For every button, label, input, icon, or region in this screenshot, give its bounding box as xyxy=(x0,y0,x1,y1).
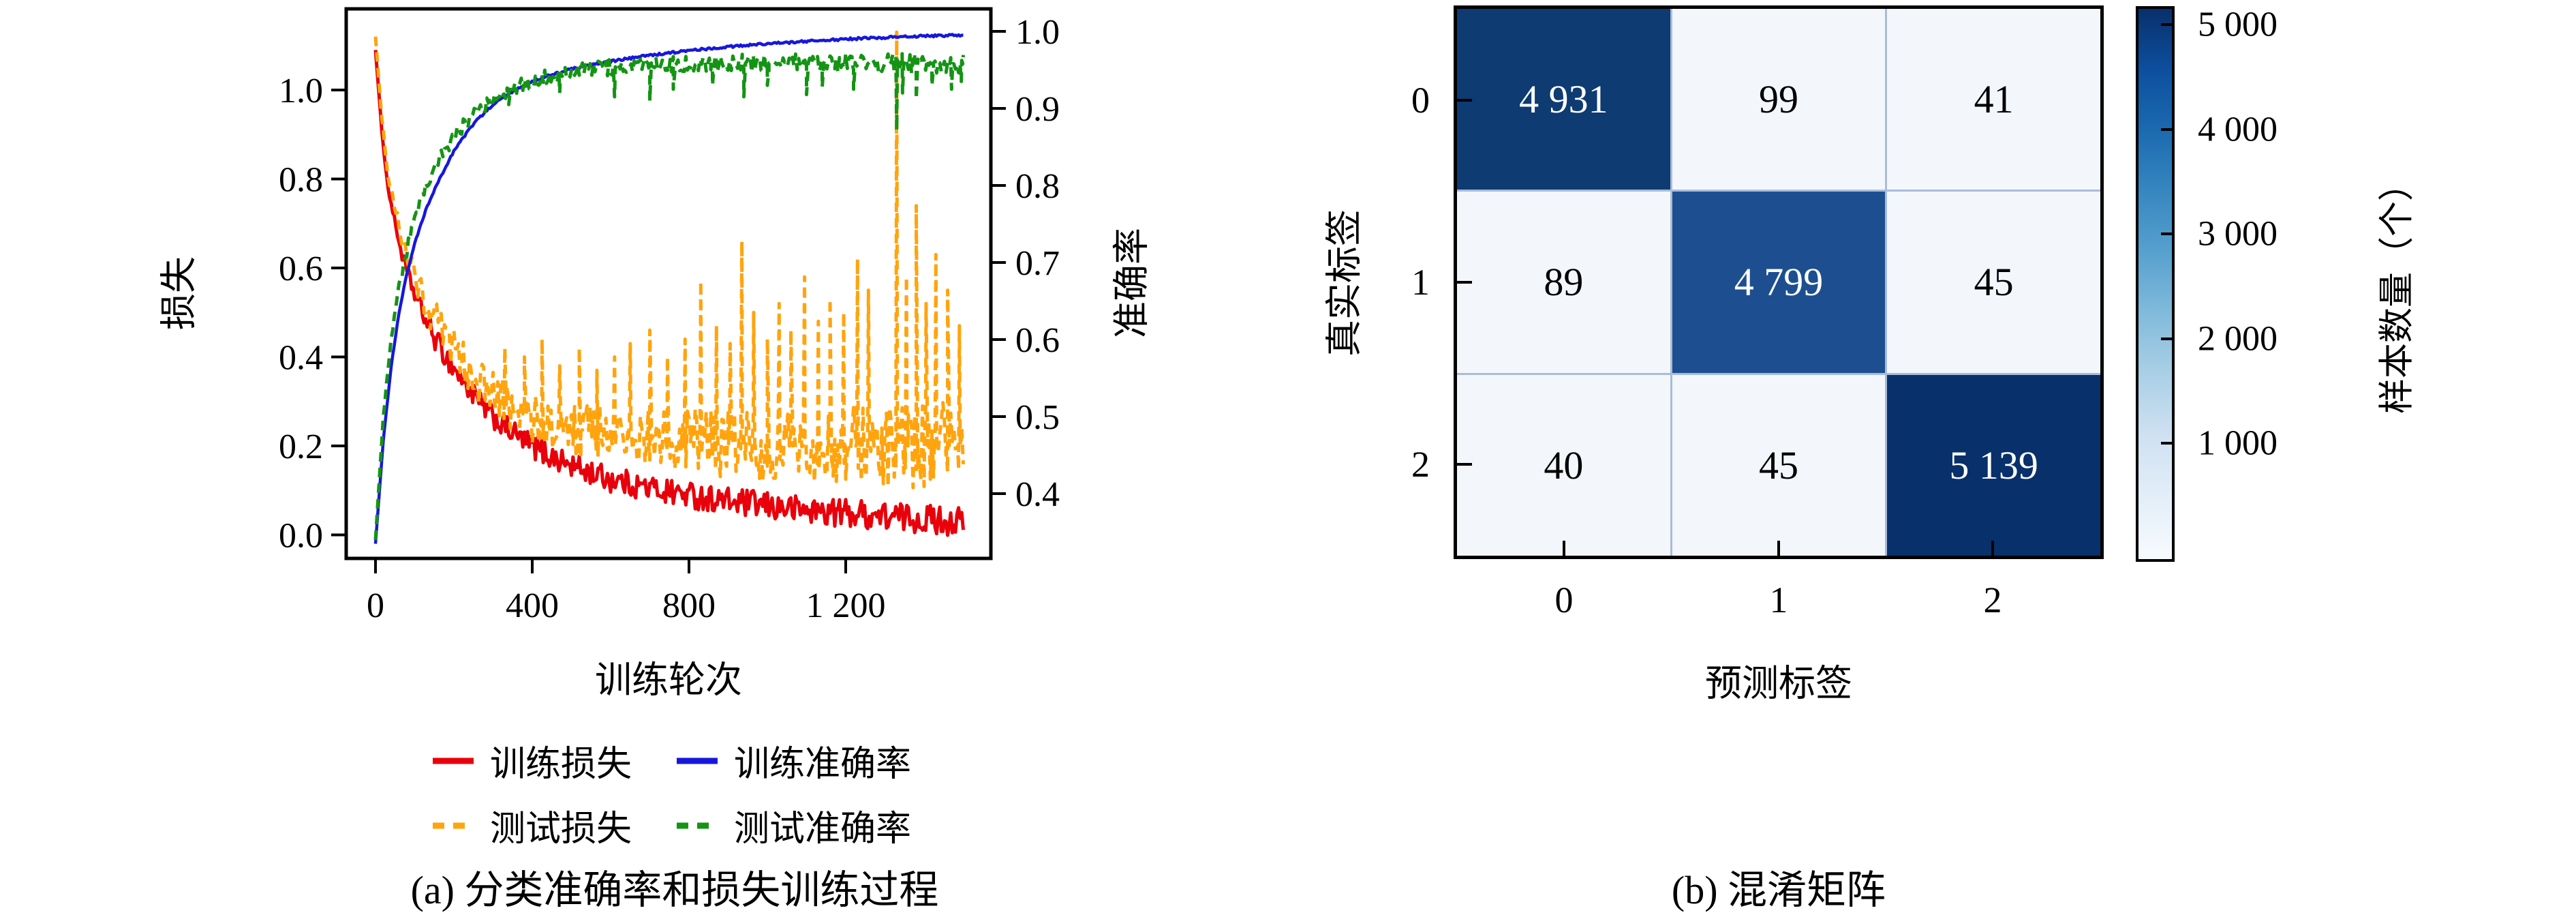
legend-item-测试损失: 测试损失 xyxy=(431,800,632,851)
epoch-tick-label: 400 xyxy=(506,586,559,625)
legend-label: 训练损失 xyxy=(489,745,632,784)
colorbar-tick-label: 1 000 xyxy=(2198,423,2278,463)
heatmap-row-label: 2 xyxy=(1411,444,1430,485)
heatmap-row-tick xyxy=(1457,463,1472,466)
heatmap-col-tick xyxy=(1563,541,1565,556)
heatmap-col-label: 1 xyxy=(1769,580,1788,620)
accuracy-tick-label: 0.8 xyxy=(1015,167,1060,206)
heatmap-row-tick xyxy=(1457,281,1472,284)
series-训练损失 xyxy=(373,50,965,537)
series-测试准确率 xyxy=(373,52,965,540)
legend: 训练损失测试损失 训练准确率测试准确率 xyxy=(431,735,911,851)
loss-axis-title: 损失 xyxy=(158,256,200,330)
loss-tick-label: 0.8 xyxy=(279,161,323,200)
loss-tick-label: 1.0 xyxy=(279,72,323,110)
heatmap-cell-r1c1: 4 799 xyxy=(1672,192,1886,373)
heatmap-col-tick xyxy=(1991,541,1994,556)
loss-tick-label: 0.4 xyxy=(279,339,323,378)
caption-panel-a: (a) 分类准确率和损失训练过程 xyxy=(410,868,939,912)
colorbar-tick-label: 3 000 xyxy=(2198,214,2278,254)
accuracy-tick-label: 1.0 xyxy=(1015,13,1060,52)
colorbar xyxy=(2136,6,2175,562)
colorbar-tick xyxy=(2161,442,2172,445)
heatmap-row-tick xyxy=(1457,99,1472,102)
pred-label-axis-title: 预测标签 xyxy=(1705,663,1852,704)
loss-tick-label: 0.0 xyxy=(279,517,323,556)
plot-frame xyxy=(344,7,993,560)
epoch-axis-title: 训练轮次 xyxy=(595,659,742,701)
legend-label: 测试准确率 xyxy=(734,810,912,849)
accuracy-tick-label: 0.4 xyxy=(1015,475,1060,514)
colorbar-tick xyxy=(2161,127,2172,131)
heatmap-cell-r0c1: 99 xyxy=(1672,9,1886,190)
accuracy-tick-label: 0.6 xyxy=(1015,321,1060,360)
colorbar-tick-label: 2 000 xyxy=(2198,319,2278,358)
heatmap-col-tick xyxy=(1777,541,1780,556)
confusion-matrix: 4 931 99 41 89 4 799 45 40 45 5 139 xyxy=(1454,5,2104,559)
heatmap-row-label: 0 xyxy=(1411,80,1430,121)
heatmap-cell-r2c1: 45 xyxy=(1672,374,1886,556)
heatmap-cell-r0c0: 4 931 xyxy=(1457,9,1670,190)
colorbar-tick xyxy=(2161,23,2172,26)
colorbar-tick xyxy=(2161,232,2172,235)
heatmap-cell-r2c2: 5 139 xyxy=(1887,374,2100,556)
accuracy-tick-label: 0.7 xyxy=(1015,244,1060,283)
heatmap-cell-r2c0: 40 xyxy=(1457,374,1670,556)
colorbar-tick-label: 5 000 xyxy=(2198,5,2278,44)
legend-item-测试准确率: 测试准确率 xyxy=(675,800,911,851)
legend-line-sample xyxy=(677,758,718,764)
caption-panel-b: (b) 混淆矩阵 xyxy=(1671,868,1886,912)
legend-item-训练损失: 训练损失 xyxy=(431,735,632,786)
loss-tick-label: 0.6 xyxy=(279,250,323,288)
heatmap-cell-r1c0: 89 xyxy=(1457,192,1670,373)
loss-tick-label: 0.2 xyxy=(279,427,323,466)
epoch-tick-label: 800 xyxy=(662,586,716,625)
accuracy-tick-label: 0.9 xyxy=(1015,90,1060,129)
colorbar-tick-label: 4 000 xyxy=(2198,110,2278,149)
series-测试损失 xyxy=(373,30,965,490)
epoch-tick-label: 1 200 xyxy=(806,586,886,625)
legend-item-训练准确率: 训练准确率 xyxy=(675,735,911,786)
legend-line-sample xyxy=(432,758,474,764)
accuracy-tick-label: 0.5 xyxy=(1015,398,1060,437)
heatmap-col-label: 0 xyxy=(1554,580,1574,620)
legend-label: 训练准确率 xyxy=(734,745,912,784)
heatmap-cell-r1c2: 45 xyxy=(1887,192,2100,373)
series-训练准确率 xyxy=(373,33,964,544)
accuracy-axis-title: 准确率 xyxy=(1111,228,1152,338)
colorbar-axis-title: 样本数量（个） xyxy=(2378,165,2417,415)
heatmap-col-label: 2 xyxy=(1983,580,2002,620)
heatmap-cell-r0c2: 41 xyxy=(1887,9,2100,190)
legend-line-sample xyxy=(677,822,718,828)
colorbar-tick xyxy=(2161,337,2172,340)
epoch-tick-label: 0 xyxy=(367,586,384,625)
legend-label: 测试损失 xyxy=(489,810,632,849)
legend-line-sample xyxy=(432,822,474,828)
true-label-axis-title: 真实标签 xyxy=(1323,209,1365,357)
heatmap-row-label: 1 xyxy=(1411,262,1430,303)
